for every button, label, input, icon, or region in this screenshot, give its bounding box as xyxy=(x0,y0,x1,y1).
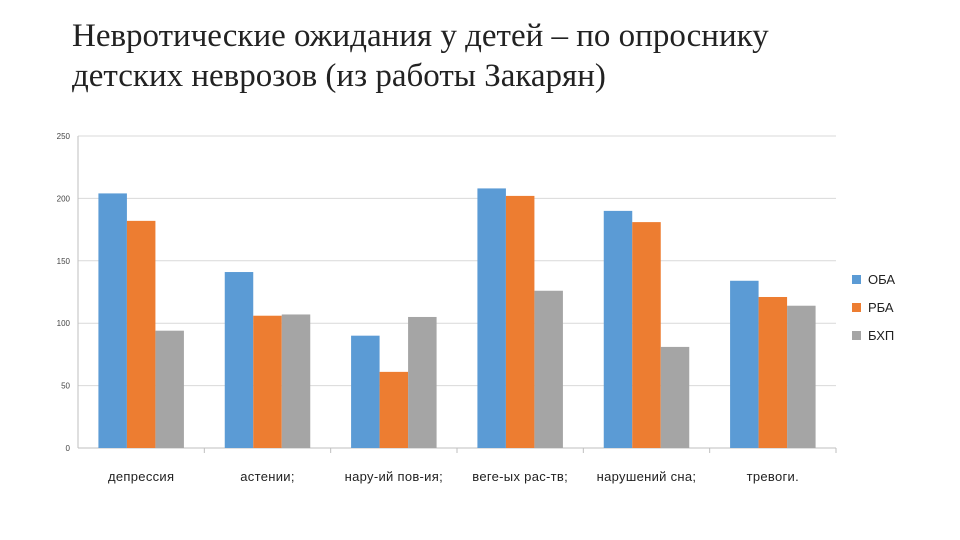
slide-title: Невротические ожидания у детей – по опро… xyxy=(72,16,912,96)
x-category-label: тревоги. xyxy=(747,469,799,484)
bar-БХП-0 xyxy=(155,330,184,448)
y-tick-label: 200 xyxy=(57,194,71,203)
bar-РБА-5 xyxy=(758,296,788,448)
legend-swatch-БХП xyxy=(852,331,861,340)
x-category-label: астении; xyxy=(240,469,294,484)
x-axis-labels: депрессия астении; нару-ий пов-ия; веге-ых … xyxy=(108,469,799,484)
y-tick-label: 150 xyxy=(57,257,71,266)
legend: ОБА РБА БХП xyxy=(852,272,895,343)
bar-РБА-0 xyxy=(126,220,156,448)
bar-ОБА-0 xyxy=(98,193,127,448)
bar-БХП-5 xyxy=(787,305,816,448)
x-category-label: веге-ых рас-тв; xyxy=(472,469,568,484)
legend-label: РБА xyxy=(868,300,894,315)
bar-ОБА-5 xyxy=(730,280,759,448)
y-tick-label: 0 xyxy=(66,444,71,453)
bar-РБА-2 xyxy=(379,371,409,448)
y-tick-label: 50 xyxy=(61,382,70,391)
bar-ОБА-4 xyxy=(603,210,633,448)
bar-БХП-4 xyxy=(660,346,690,448)
y-tick-label: 250 xyxy=(57,132,71,141)
x-category-label: нару-ий пов-ия; xyxy=(345,469,443,484)
gridlines xyxy=(78,135,836,449)
legend-label: ОБА xyxy=(868,272,895,287)
bar-ОБА-2 xyxy=(351,335,380,448)
legend-label: БХП xyxy=(868,328,894,343)
bar-РБА-1 xyxy=(253,315,282,448)
bar-РБА-3 xyxy=(505,195,535,448)
bar-РБА-4 xyxy=(632,222,661,448)
bar-БХП-3 xyxy=(534,290,563,448)
bar-ОБА-3 xyxy=(477,188,506,448)
bars xyxy=(98,188,816,448)
legend-swatch-ОБА xyxy=(852,275,861,284)
legend-swatch-РБА xyxy=(852,303,861,312)
bar-ОБА-1 xyxy=(224,272,254,448)
y-tick-label: 100 xyxy=(57,319,71,328)
bar-БХП-2 xyxy=(408,316,437,448)
slide-title-line-1: Невротические ожидания у детей – по опро… xyxy=(72,18,769,54)
slide-title-line-2: детских неврозов (из работы Закарян) xyxy=(72,58,606,94)
x-category-label: депрессия xyxy=(108,469,174,484)
y-axis: 0 50 100 150 200 250 xyxy=(57,132,837,453)
bar-БХП-1 xyxy=(281,314,311,448)
x-category-label: нарушений сна; xyxy=(597,469,697,484)
